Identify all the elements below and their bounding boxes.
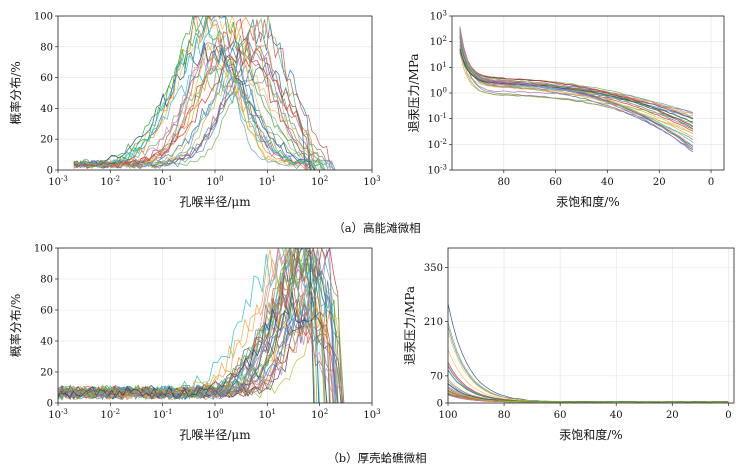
series-group (448, 303, 729, 403)
plot-frame (447, 247, 735, 404)
y-axis-title: 概率分布/% (8, 61, 23, 124)
series-line (448, 369, 729, 403)
x-tick-label: 20 (653, 177, 666, 188)
x-tick-label: 40 (601, 177, 614, 188)
x-axis-title: 孔喉半径/μm (179, 428, 251, 442)
series-line (58, 248, 343, 403)
y-tick-label: 0 (47, 399, 53, 410)
x-tick-label: 101 (259, 408, 276, 421)
x-axis-title: 汞饱和度/% (556, 194, 619, 209)
y-tick-label: 20 (40, 368, 53, 379)
x-tick-label: 10-2 (101, 408, 121, 421)
series-line (448, 362, 729, 403)
series-line (459, 48, 694, 123)
y-tick-label: 10-1 (427, 112, 447, 125)
x-tick-label: 100 (438, 410, 457, 421)
series-group (58, 248, 345, 403)
x-axis-title: 汞饱和度/% (559, 427, 622, 442)
y-tick-label: 100 (34, 12, 53, 23)
series-line (459, 27, 694, 141)
y-axis-title: 概率分布/% (8, 294, 23, 357)
y-tick-label: 40 (40, 104, 53, 115)
caption-b: （b）厚壳蛤礁微相 (327, 451, 426, 465)
chart-b-pore-distribution: 10-3 10-2 10-1 100 101 102 103 0 20 40 60 80 100 孔喉半径… (8, 244, 381, 443)
x-tick-label: 20 (666, 410, 679, 421)
x-tick-label: 0 (708, 177, 714, 188)
x-tick-label: 0 (725, 410, 731, 421)
series-line (58, 248, 335, 403)
chart-b-mercury-withdrawal: 100 80 60 40 20 0 0 70 210 350 汞饱和度/% 退汞压力/MPa (403, 247, 735, 442)
series-line (58, 291, 327, 403)
series-line (459, 51, 694, 138)
series-line (73, 32, 336, 170)
y-tick-label: 102 (430, 35, 447, 48)
x-tick-label: 10-1 (153, 408, 173, 421)
y-tick-label: 100 (430, 87, 447, 100)
y-tick-label: 210 (424, 317, 443, 328)
series-line (73, 16, 313, 170)
series-line (448, 303, 729, 403)
series-line (459, 32, 694, 149)
y-tick-label: 100 (34, 244, 53, 255)
y-tick-label: 10-2 (427, 138, 447, 151)
y-tick-label: 80 (40, 42, 53, 53)
x-tick-label: 103 (363, 175, 380, 188)
y-tick-label: 60 (40, 306, 53, 317)
series-line (459, 48, 694, 120)
x-tick-label: 10-3 (48, 175, 68, 188)
series-line (459, 44, 694, 124)
series-line (448, 364, 729, 403)
y-tick-label: 70 (430, 371, 443, 382)
series-line (73, 42, 315, 170)
y-tick-label: 60 (40, 73, 53, 84)
series-group (459, 26, 694, 153)
y-tick-label: 0 (47, 166, 53, 177)
series-line (73, 46, 311, 170)
y-axis-title: 退汞压力/MPa (403, 286, 417, 365)
x-tick-label: 103 (363, 408, 380, 421)
series-line (448, 326, 729, 403)
y-tick-label: 350 (424, 263, 443, 274)
y-tick-label: 103 (430, 10, 447, 23)
x-tick-label: 60 (554, 410, 567, 421)
y-tick-label: 80 (40, 275, 53, 286)
series-line (73, 19, 331, 170)
series-group (73, 16, 336, 170)
series-line (459, 52, 694, 120)
y-tick-label: 101 (430, 61, 447, 74)
series-line (459, 48, 694, 146)
y-tick-label: 20 (40, 135, 53, 146)
y-axis-title: 退汞压力/MPa (407, 53, 421, 132)
x-tick-label: 60 (549, 177, 562, 188)
x-tick-label: 80 (498, 410, 511, 421)
series-line (58, 311, 334, 403)
x-tick-label: 10-1 (153, 175, 173, 188)
caption-a: （a）高能滩微相 (333, 221, 420, 235)
x-tick-label: 40 (610, 410, 623, 421)
series-line (73, 16, 307, 170)
y-tick-label: 10-3 (427, 164, 447, 177)
x-tick-label: 101 (259, 175, 276, 188)
x-tick-label: 102 (311, 408, 328, 421)
x-tick-label: 100 (206, 408, 223, 421)
x-tick-label: 100 (206, 175, 223, 188)
series-line (58, 289, 339, 403)
x-tick-label: 10-3 (48, 408, 68, 421)
chart-a-mercury-withdrawal: 80 60 40 20 0 10-3 10-2 10-1 100 101 102 103 汞饱和度/% 退… (407, 10, 725, 209)
chart-a-pore-distribution: 10-3 10-2 10-1 100 101 102 103 0 20 40 60 80 100 孔喉半径… (8, 12, 381, 210)
x-tick-label: 102 (311, 175, 328, 188)
y-tick-label: 0 (437, 399, 443, 410)
series-line (73, 16, 312, 170)
y-tick-label: 40 (40, 337, 53, 348)
x-tick-label: 10-2 (101, 175, 121, 188)
series-line (448, 322, 729, 403)
series-line (448, 378, 729, 403)
series-line (459, 38, 694, 150)
x-tick-label: 80 (497, 177, 510, 188)
series-line (58, 323, 316, 403)
x-axis-title: 孔喉半径/μm (179, 195, 251, 209)
series-line (459, 35, 694, 113)
series-line (459, 29, 694, 152)
